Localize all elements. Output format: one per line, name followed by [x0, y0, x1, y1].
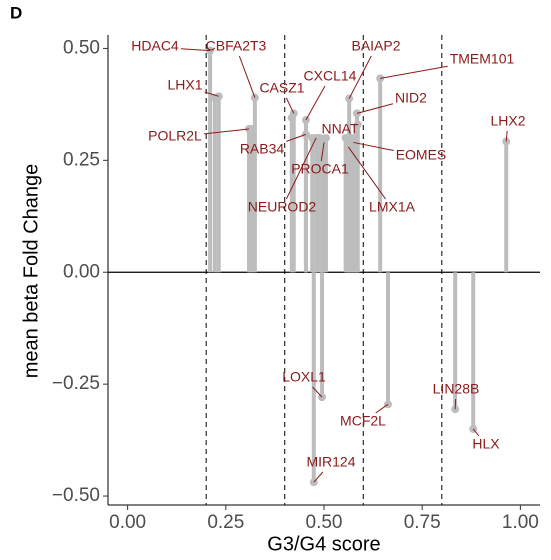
leader-line — [204, 91, 219, 97]
leader-line — [305, 85, 326, 121]
leader-line — [312, 386, 323, 398]
x-tick-label: 0.75 — [404, 512, 441, 533]
leader-line — [505, 130, 508, 142]
gene-label: PROCA1 — [291, 161, 349, 177]
gene-label: MCF2L — [340, 413, 386, 429]
gene-label: EOMES — [396, 147, 447, 163]
gene-label: CXCL14 — [304, 68, 357, 84]
gene-label: LHX1 — [167, 77, 202, 93]
leader-line — [356, 103, 394, 114]
x-tick-label: 0.00 — [109, 512, 146, 533]
point — [341, 133, 350, 142]
leader-line — [313, 471, 324, 483]
leader-line — [286, 133, 307, 142]
y-tick-label: −0.50 — [52, 485, 100, 506]
point — [321, 133, 330, 142]
x-tick-label: 1.00 — [502, 512, 539, 533]
point — [287, 113, 296, 122]
y-tick-label: 0.00 — [63, 261, 100, 282]
gene-label: LMX1A — [369, 199, 416, 215]
leader-line — [285, 137, 317, 200]
gene-label: NID2 — [395, 90, 427, 106]
panel-label: D — [10, 3, 22, 22]
gene-label: POLR2L — [148, 128, 202, 144]
gene-label: NNAT — [321, 121, 359, 137]
gene-label: LHX2 — [490, 113, 525, 129]
gene-label: CASZ1 — [259, 80, 304, 96]
leader-line — [320, 142, 325, 162]
gene-label: BAIAP2 — [351, 38, 400, 54]
y-tick-label: 0.25 — [63, 149, 100, 170]
leader-line — [238, 55, 256, 98]
x-axis-title: G3/G4 score — [267, 533, 380, 555]
point — [308, 133, 317, 142]
leader-line — [380, 65, 448, 79]
point — [247, 125, 256, 133]
leader-line — [353, 141, 394, 152]
y-tick-label: 0.50 — [63, 37, 100, 58]
gene-label: LOXL1 — [282, 369, 326, 385]
x-tick-label: 0.50 — [306, 512, 343, 533]
gene-label: LIN28B — [433, 381, 480, 397]
y-axis-title: mean beta Fold Change — [20, 164, 42, 379]
gene-label: MIR124 — [306, 454, 355, 470]
gene-label: HLX — [472, 436, 500, 452]
leader-line — [472, 428, 480, 437]
leader-line — [285, 97, 295, 114]
gene-label: TMEM101 — [450, 51, 515, 67]
leader-line — [347, 146, 386, 200]
point — [353, 120, 362, 129]
gene-label: CBFA2T3 — [206, 38, 267, 54]
gene-label: RAB34 — [240, 141, 285, 157]
x-tick-label: 0.25 — [207, 512, 244, 533]
y-tick-label: −0.25 — [52, 373, 100, 394]
leader-line — [203, 128, 250, 135]
leader-line — [348, 55, 372, 99]
gene-label: NEUROD2 — [248, 199, 317, 215]
leader-line — [375, 403, 389, 414]
gene-label: HDAC4 — [131, 38, 179, 54]
point — [314, 133, 323, 142]
leader-line — [180, 48, 211, 52]
